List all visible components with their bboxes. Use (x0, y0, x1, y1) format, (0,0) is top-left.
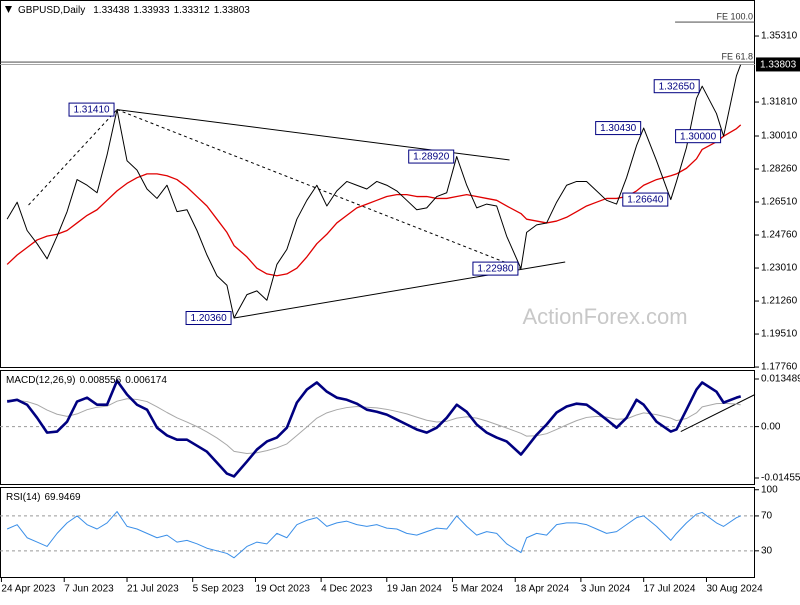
series-line (6, 511, 741, 559)
header-value: 1.33438 (93, 5, 130, 16)
x-tick-label: 3 Jun 2024 (581, 584, 631, 595)
price-label-box (595, 121, 642, 136)
x-tick-label: 7 Jun 2023 (64, 584, 114, 595)
x-tick-label: 5 Sep 2023 (193, 584, 245, 595)
x-tick-label: 5 Mar 2024 (452, 584, 503, 595)
y-tick-label: 1.21260 (761, 296, 798, 307)
y-tick-label: 1.23010 (761, 263, 798, 274)
price-label-box (653, 79, 700, 94)
y-tick-label: 1.30010 (761, 131, 798, 142)
y-tick-label: 70 (761, 511, 773, 522)
current-price-box (756, 57, 800, 72)
price-label: 1.30430 (600, 123, 637, 134)
y-tick-label: 100 (761, 484, 778, 495)
x-tick-label: 24 Apr 2023 (1, 584, 55, 595)
price-label-box (408, 149, 455, 164)
x-tick-label: 4 Dec 2023 (321, 584, 373, 595)
header-value: 1.33933 (133, 5, 170, 16)
y-tick-label: 1.24760 (761, 230, 798, 241)
fib-label: FE 61.8 (721, 51, 753, 61)
x-tick-label: 19 Jan 2024 (387, 584, 442, 595)
price-label: 1.30000 (680, 131, 717, 142)
y-tick-label: 1.26510 (761, 197, 798, 208)
series-line (6, 379, 742, 478)
price-label: 1.20360 (190, 313, 227, 324)
y-tick-label: 1.31810 (761, 97, 798, 108)
panel-header: MACD(12,26,9) 0.008556 0.006174 (6, 375, 167, 386)
header-value: 0.008556 (79, 375, 121, 386)
x-tick-label: 17 Jul 2024 (644, 584, 696, 595)
symbol-icon (5, 6, 12, 13)
panel-frame (0, 0, 755, 368)
header-value: 1.33312 (174, 5, 211, 16)
current-price: 1.33803 (760, 60, 797, 71)
price-label-box (675, 129, 722, 144)
panel-frame (0, 370, 755, 485)
y-tick-label: -0.014554 (761, 473, 800, 484)
header-value: 1.33803 (214, 5, 251, 16)
y-tick-label: 0.00 (761, 421, 781, 432)
header-title: GBPUSD,Daily (18, 5, 85, 16)
y-tick-label: 1.19510 (761, 329, 798, 340)
header-value: 0.006174 (125, 375, 167, 386)
price-label-box (68, 102, 115, 117)
price-label: 1.31410 (73, 105, 110, 116)
price-label: 1.22980 (477, 264, 514, 275)
price-label-box (185, 311, 232, 326)
price-label: 1.28920 (413, 152, 450, 163)
panel-frame (0, 487, 755, 578)
y-tick-label: 1.35310 (761, 31, 798, 42)
x-tick-label: 18 Apr 2024 (515, 584, 569, 595)
panel-header: RSI(14) 69.9469 (6, 492, 81, 503)
series-line (6, 64, 742, 319)
panel-header: GBPUSD,Daily 1.33438 1.33933 1.33312 1.33803 (18, 5, 250, 16)
price-label: 1.26640 (627, 195, 664, 206)
price-label-box (472, 261, 519, 276)
header-title: MACD(12,26,9) (6, 375, 75, 386)
y-tick-label: 30 (761, 545, 773, 556)
y-tick-label: 1.17760 (761, 362, 798, 373)
fib-label: FE 100.0 (716, 11, 753, 21)
y-tick-label: 1.28260 (761, 164, 798, 175)
header-title: RSI(14) (6, 492, 40, 503)
price-label: 1.32650 (659, 81, 696, 92)
x-tick-label: 19 Oct 2023 (255, 584, 310, 595)
x-tick-label: 21 Jul 2023 (127, 584, 179, 595)
x-tick-label: 30 Aug 2024 (706, 584, 763, 595)
price-label-box (622, 192, 669, 207)
y-tick-label: 0.013489 (761, 374, 800, 385)
trend-line (28, 109, 118, 206)
trend-line (680, 394, 756, 433)
header-value: 69.9469 (44, 492, 81, 503)
watermark: ActionForex.com (522, 304, 687, 329)
